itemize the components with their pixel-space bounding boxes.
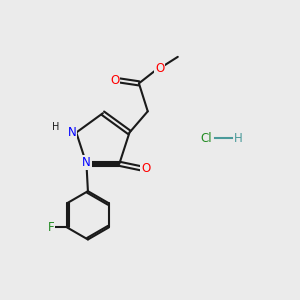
Text: N: N	[82, 156, 91, 169]
Text: O: O	[110, 74, 119, 87]
Text: O: O	[141, 162, 151, 175]
Text: F: F	[47, 221, 54, 234]
Text: H: H	[52, 122, 59, 132]
Text: O: O	[155, 61, 164, 74]
Text: N: N	[68, 126, 76, 139]
Text: H: H	[234, 132, 243, 145]
Text: Cl: Cl	[200, 132, 212, 145]
